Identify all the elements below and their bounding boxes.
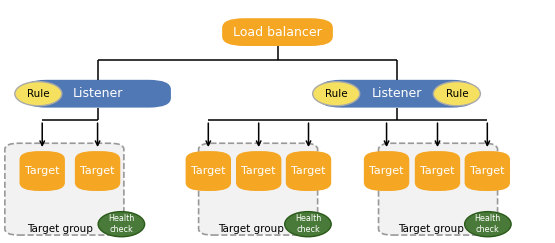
FancyBboxPatch shape [319,80,474,108]
Text: Rule: Rule [325,89,347,99]
FancyBboxPatch shape [415,151,460,191]
Text: Target: Target [470,166,504,176]
Ellipse shape [15,82,62,106]
FancyBboxPatch shape [24,80,171,108]
Ellipse shape [312,82,360,106]
Text: Target: Target [191,166,225,176]
FancyBboxPatch shape [465,151,510,191]
Text: Rule: Rule [446,89,468,99]
Text: Health
check: Health check [475,215,501,234]
FancyBboxPatch shape [364,151,409,191]
FancyBboxPatch shape [75,151,120,191]
Ellipse shape [285,212,331,237]
Text: Listener: Listener [371,87,422,100]
FancyBboxPatch shape [222,18,333,46]
Text: Load balancer: Load balancer [233,26,322,39]
Text: Listener: Listener [72,87,123,100]
Text: Target: Target [25,166,59,176]
Text: Target: Target [291,166,326,176]
FancyBboxPatch shape [199,143,317,235]
Text: Target: Target [420,166,455,176]
Text: Target: Target [369,166,404,176]
FancyBboxPatch shape [236,151,281,191]
Ellipse shape [98,212,145,237]
Text: Target: Target [241,166,276,176]
Ellipse shape [465,212,511,237]
FancyBboxPatch shape [19,151,65,191]
Ellipse shape [433,82,481,106]
Text: Health
check: Health check [108,215,134,234]
Text: Rule: Rule [27,89,49,99]
FancyBboxPatch shape [286,151,331,191]
FancyBboxPatch shape [5,143,124,235]
FancyBboxPatch shape [185,151,231,191]
Text: Health
check: Health check [295,215,321,234]
Text: Target group: Target group [27,224,93,234]
Text: Target group: Target group [219,224,284,234]
Text: Target: Target [80,166,115,176]
Text: Target group: Target group [398,224,464,234]
FancyBboxPatch shape [379,143,498,235]
